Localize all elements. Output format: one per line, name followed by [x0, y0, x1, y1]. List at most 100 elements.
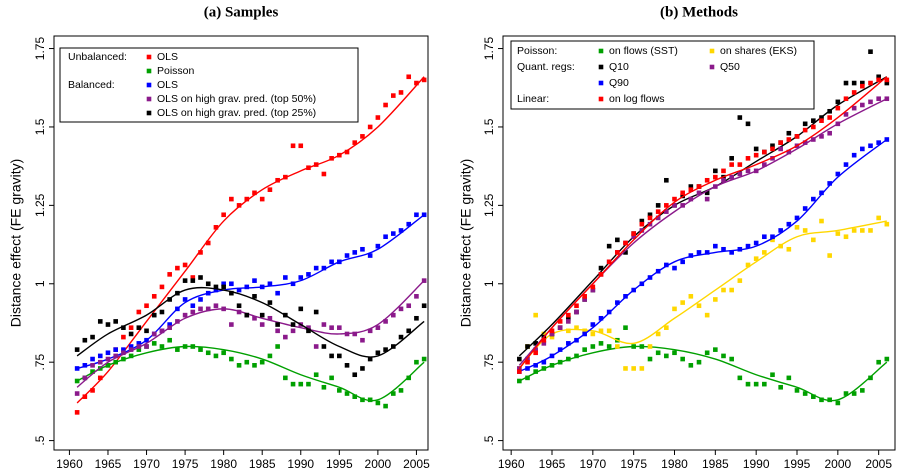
point [680, 190, 685, 196]
point [517, 369, 522, 374]
point [90, 388, 95, 393]
point [290, 281, 296, 287]
point [704, 190, 710, 196]
point [639, 228, 645, 233]
point [884, 356, 890, 362]
point [414, 294, 419, 299]
point [827, 115, 832, 120]
point [267, 187, 273, 192]
point [704, 312, 710, 318]
point [770, 143, 775, 149]
point [704, 350, 710, 356]
point [819, 190, 824, 196]
point [843, 162, 849, 167]
point [151, 312, 157, 318]
point [344, 391, 350, 396]
point [737, 171, 743, 177]
point [398, 388, 404, 393]
point [696, 184, 702, 189]
legend-label: OLS [157, 51, 178, 63]
x-tick-label: 1960 [56, 457, 83, 471]
point [615, 250, 620, 255]
point [298, 381, 304, 387]
x-tick-label: 2005 [865, 457, 892, 471]
point [144, 344, 149, 349]
legend-marker [709, 48, 715, 54]
point [414, 359, 419, 365]
point [82, 394, 88, 399]
legend-marker [709, 64, 715, 70]
point [778, 228, 783, 233]
point [352, 394, 358, 399]
point [802, 140, 808, 145]
point [321, 384, 327, 390]
point [159, 344, 165, 349]
point [631, 366, 636, 371]
point [606, 344, 612, 349]
legend-marker [598, 96, 604, 102]
point [884, 80, 890, 86]
point [876, 74, 881, 80]
point [390, 231, 396, 236]
point [606, 328, 612, 334]
point [753, 152, 759, 158]
point [113, 347, 118, 352]
point [360, 366, 365, 371]
legend-label: Q50 [720, 61, 740, 73]
point [868, 143, 873, 149]
point [566, 341, 571, 346]
point [590, 331, 596, 337]
point [221, 212, 226, 218]
point [329, 375, 334, 381]
point [868, 375, 873, 381]
y-tick-label: 1.75 [482, 37, 496, 61]
point [136, 325, 142, 330]
x-tick-label: 1975 [620, 457, 647, 471]
point [606, 259, 612, 265]
point [198, 306, 203, 312]
point [876, 77, 881, 83]
point [811, 237, 816, 243]
point [704, 177, 710, 183]
y-axis-title: Distance effect (FE gravity) [8, 159, 24, 328]
x-tick-label: 1985 [249, 457, 276, 471]
point [819, 134, 824, 139]
point [737, 375, 743, 381]
point [843, 112, 849, 117]
point [631, 231, 636, 236]
point [802, 127, 808, 133]
point [383, 234, 388, 240]
point [590, 344, 596, 349]
point [778, 146, 783, 152]
point [414, 80, 419, 86]
point [704, 196, 710, 202]
point [623, 366, 628, 371]
point [283, 375, 288, 381]
point [205, 306, 211, 312]
point [664, 353, 669, 359]
point [337, 388, 342, 393]
point [121, 325, 126, 330]
point [229, 281, 234, 287]
point [121, 334, 126, 340]
point [159, 309, 165, 315]
point [244, 196, 250, 202]
point [598, 341, 604, 346]
point [390, 312, 396, 318]
point [383, 102, 388, 108]
x-tick-label: 1965 [539, 457, 566, 471]
point [549, 328, 555, 334]
point [275, 290, 280, 296]
point [213, 353, 219, 359]
point [696, 303, 702, 309]
point [713, 243, 718, 249]
point [672, 306, 677, 312]
point [236, 203, 242, 208]
chart-title: (b) Methods [660, 4, 738, 20]
point [182, 312, 188, 318]
x-tick-label: 1970 [133, 457, 160, 471]
point [794, 225, 800, 230]
point [82, 363, 88, 368]
point [639, 366, 645, 371]
